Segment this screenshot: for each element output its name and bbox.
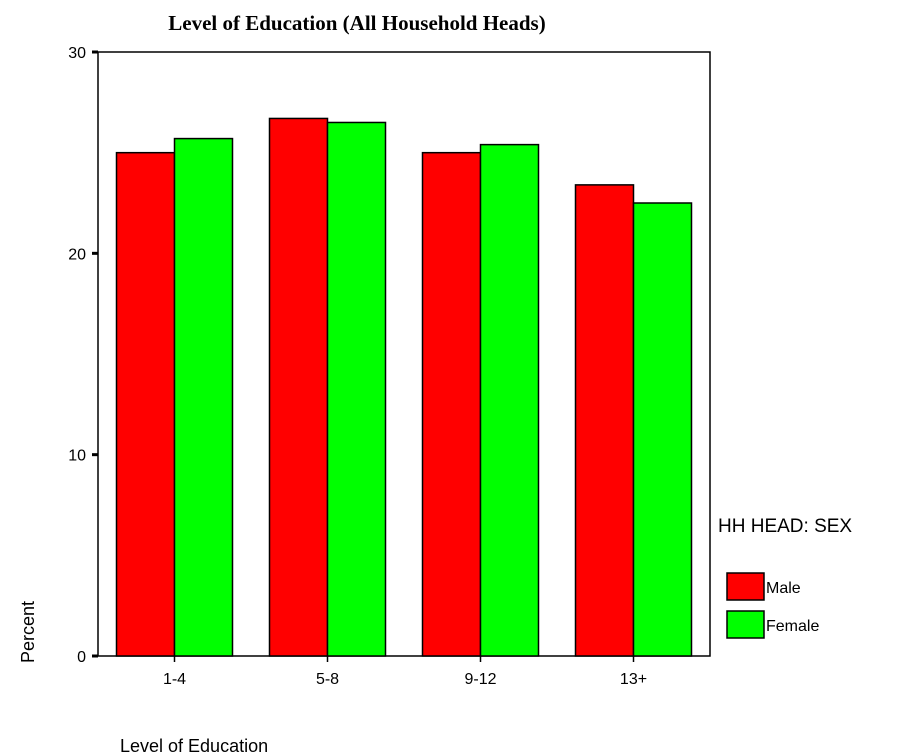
y-axis-label: Percent bbox=[18, 601, 38, 663]
legend-label-male: Male bbox=[766, 580, 801, 597]
y-tick-label: 0 bbox=[77, 649, 86, 666]
bar-male-2 bbox=[268, 117, 329, 657]
y-tick-label: 10 bbox=[68, 448, 86, 465]
bar-male-3 bbox=[421, 151, 482, 657]
legend: HH HEAD: SEX Male Female bbox=[718, 516, 852, 639]
x-tick-label: 13+ bbox=[620, 671, 647, 688]
y-tick-label: 20 bbox=[68, 246, 86, 263]
x-axis-label: Level of Education bbox=[120, 736, 268, 756]
chart-title: Level of Education (All Household Heads) bbox=[168, 11, 545, 35]
bar-male-4 bbox=[574, 184, 635, 657]
bar-female-2 bbox=[326, 121, 387, 657]
legend-label-female: Female bbox=[766, 618, 819, 635]
y-axis: 0 10 20 30 bbox=[68, 45, 98, 666]
bar-female-3 bbox=[479, 143, 540, 657]
x-tick-label: 9-12 bbox=[464, 671, 496, 688]
legend-swatch-female bbox=[726, 610, 765, 639]
plot-area-frame bbox=[97, 51, 711, 657]
x-axis: 1-4 5-8 9-12 13+ bbox=[163, 656, 647, 688]
x-tick-label: 1-4 bbox=[163, 671, 186, 688]
y-tick-label: 30 bbox=[68, 45, 86, 62]
legend-title: HH HEAD: SEX bbox=[718, 516, 852, 537]
legend-swatch-male bbox=[726, 572, 765, 601]
bar-female-4 bbox=[632, 202, 693, 657]
x-tick-label: 5-8 bbox=[316, 671, 339, 688]
bars-group bbox=[115, 117, 693, 657]
bar-male-1 bbox=[115, 151, 176, 657]
bar-female-1 bbox=[173, 137, 234, 657]
